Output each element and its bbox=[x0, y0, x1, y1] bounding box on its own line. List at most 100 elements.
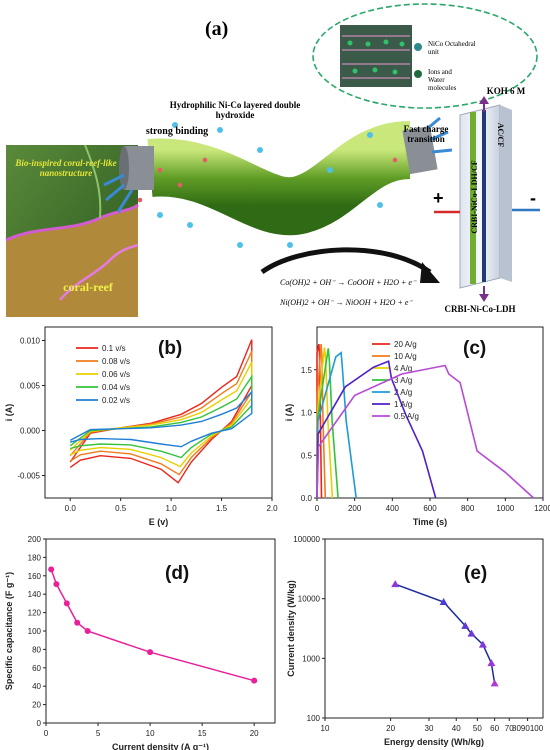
x-tick-label: 1.0 bbox=[166, 504, 178, 513]
y-axis-label: Specific capacitance (F g⁻¹) bbox=[4, 572, 14, 690]
capacitance-chart: 0 5 10 15 20200180160140120100806040200Curre… bbox=[4, 535, 276, 750]
y-tick-label: 200 bbox=[28, 535, 42, 544]
electrolyte-label: KOH 6 M bbox=[486, 86, 526, 96]
fast-charge-label: Fast charge transition bbox=[403, 124, 449, 144]
x-tick-label: 0.5 bbox=[115, 504, 127, 513]
crystal-structure-graphic bbox=[340, 25, 412, 87]
capacitance-point bbox=[63, 600, 70, 607]
capacitance-point bbox=[251, 677, 258, 684]
ion-water-icon bbox=[414, 70, 422, 78]
gcd-curve bbox=[316, 364, 535, 499]
x-axis-label: E (v) bbox=[149, 517, 169, 527]
supercapacitor-cell bbox=[434, 96, 540, 302]
y-tick-label: -0.005 bbox=[17, 472, 40, 481]
negative-electrode-label: AC/CF bbox=[496, 122, 505, 148]
plot-frame bbox=[316, 326, 544, 499]
x-tick-label: 10 bbox=[321, 724, 330, 733]
y-tick-label: 1000 bbox=[302, 654, 320, 663]
ragone-point bbox=[391, 580, 400, 588]
y-tick-label: 1.0 bbox=[301, 409, 313, 418]
capacitance-point bbox=[74, 619, 81, 626]
ragone-point bbox=[490, 679, 499, 687]
x-tick-label: 2.0 bbox=[266, 504, 278, 513]
panel-label: (d) bbox=[165, 563, 189, 584]
y-tick-label: 160 bbox=[28, 572, 42, 581]
x-tick-label: 70 bbox=[505, 724, 514, 733]
cell-bottom-label: CRBI-Ni-Co-LDH bbox=[444, 304, 516, 314]
x-tick-label: 0 bbox=[44, 729, 49, 738]
legend-label: 1 A/g bbox=[394, 400, 412, 409]
y-tick-label: 0 bbox=[37, 719, 42, 728]
strong-binding-label: strong binding bbox=[145, 126, 209, 137]
y-tick-label: 40 bbox=[32, 682, 41, 691]
gcd-chart: 0 200 400 600 800 1000 1200 1.5 1.0 0.5 0.0 Time (s… bbox=[284, 326, 550, 527]
panel-label: (b) bbox=[158, 338, 182, 359]
gcd-curve bbox=[316, 360, 437, 499]
crystal-inset-ellipse bbox=[312, 3, 538, 109]
flow-arrows bbox=[103, 116, 453, 213]
positive-electrode-label: CRBI-NiCo-LDH/CF bbox=[470, 160, 479, 234]
x-tick-label: 20 bbox=[250, 729, 259, 738]
y-axis-label: i (A) bbox=[4, 404, 14, 422]
x-tick-label: 40 bbox=[452, 724, 461, 733]
y-tick-label: 0.0 bbox=[301, 494, 313, 503]
legend-label: 0.1 v/s bbox=[102, 344, 126, 353]
panel-a: (a) NiCo Octahedral unit Ions and Water … bbox=[0, 0, 550, 322]
x-tick-label: 60 bbox=[490, 724, 499, 733]
x-tick-label: 20 bbox=[386, 724, 395, 733]
capacitance-point bbox=[53, 581, 60, 588]
ragone-line bbox=[394, 583, 496, 684]
panel-a-label: (a) bbox=[205, 18, 229, 40]
plot-frame bbox=[45, 538, 276, 724]
plus-sign: + bbox=[433, 188, 444, 208]
x-axis-label: Energy density (Wh/kg) bbox=[384, 737, 484, 747]
capacitance-point bbox=[48, 566, 55, 573]
legend-label: 2 A/g bbox=[394, 388, 412, 397]
plot-frame bbox=[324, 538, 544, 719]
cv-chart: 0.0 0.5 1.0 1.5 2.0 0.010 0.005 0.000 -0.005 E (v… bbox=[4, 326, 278, 527]
minus-sign: - bbox=[530, 188, 536, 208]
x-tick-label: 1200 bbox=[534, 504, 550, 513]
octahedral-unit-icon bbox=[414, 43, 422, 51]
ragone-point bbox=[467, 629, 476, 637]
x-tick-label: 50 bbox=[473, 724, 482, 733]
ion-dots-red bbox=[137, 157, 398, 203]
ragone-point bbox=[478, 640, 487, 648]
capacitance-line bbox=[50, 569, 255, 682]
ragone-point bbox=[461, 621, 470, 629]
panel-a-graphic bbox=[5, 3, 540, 317]
octahedral-legend: NiCo Octahedral unit bbox=[428, 40, 476, 56]
y-tick-label: 80 bbox=[32, 645, 41, 654]
capacitance-point bbox=[147, 649, 154, 656]
legend-label: 20 A/g bbox=[394, 340, 417, 349]
ragone-point bbox=[487, 659, 496, 667]
y-tick-label: 140 bbox=[28, 590, 42, 599]
x-axis-label: Time (s) bbox=[413, 517, 447, 527]
y-tick-label: 0.010 bbox=[20, 337, 41, 346]
gcd-curve bbox=[316, 343, 323, 499]
x-tick-label: 200 bbox=[348, 504, 362, 513]
y-axis-label: i (A) bbox=[284, 404, 294, 422]
legend-label: 4 A/g bbox=[394, 364, 412, 373]
x-axis-label: Current density (A g⁻¹) bbox=[112, 742, 209, 750]
x-tick-label: 0 bbox=[315, 504, 320, 513]
reaction-1: Co(OH)2 + OH⁻ → CoOOH + H2O + e⁻ bbox=[280, 278, 417, 287]
y-tick-label: 60 bbox=[32, 664, 41, 673]
coral-title: Bio-inspired coral-reef-like nanostructu… bbox=[15, 158, 117, 178]
y-tick-label: 0.000 bbox=[20, 427, 41, 436]
gcd-curve bbox=[316, 351, 357, 499]
plot-frame bbox=[44, 326, 273, 499]
y-tick-label: 10000 bbox=[298, 595, 321, 604]
ldh-nanostructure-rod bbox=[119, 121, 438, 236]
cv-curve bbox=[69, 374, 253, 459]
coral-label: coral-reef bbox=[63, 280, 113, 294]
capacitance-point bbox=[84, 628, 91, 634]
x-tick-label: 1.5 bbox=[216, 504, 228, 513]
ion-dots bbox=[157, 122, 383, 248]
y-tick-label: 20 bbox=[32, 701, 41, 710]
x-tick-label: 400 bbox=[386, 504, 400, 513]
y-tick-label: 180 bbox=[28, 553, 42, 562]
legend-label: 0.04 v/s bbox=[102, 383, 130, 392]
cv-curve bbox=[69, 390, 253, 448]
